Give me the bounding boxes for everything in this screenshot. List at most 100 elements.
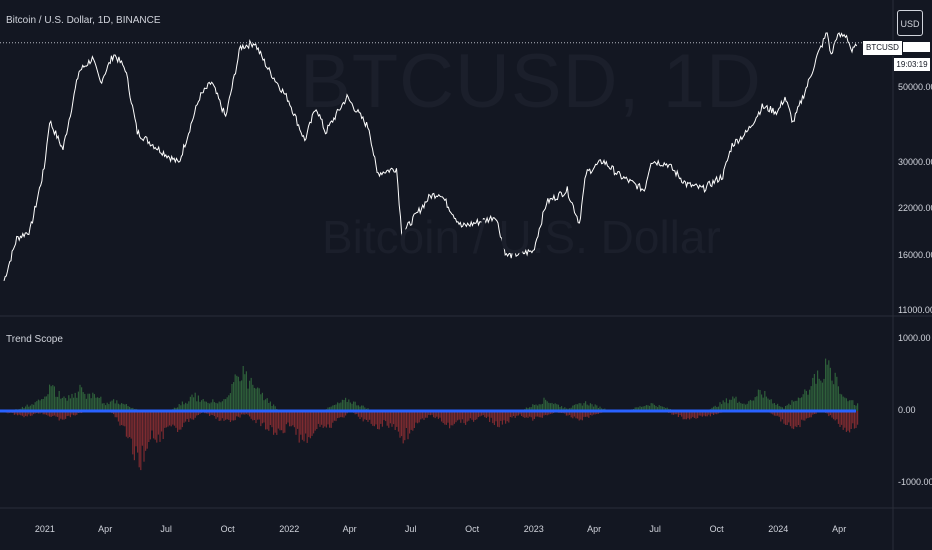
indicator-bar-negative [378, 411, 380, 430]
indicator-bar-negative [693, 411, 695, 418]
indicator-bar-positive [641, 406, 643, 411]
indicator-bar-negative [325, 411, 327, 428]
indicator-bar-negative [233, 411, 235, 421]
indicator-bar-negative [21, 411, 23, 416]
indicator-bar-negative [685, 411, 687, 420]
indicator-bar-negative [178, 411, 180, 430]
indicator-bar-positive [338, 403, 340, 411]
indicator-bar-positive [799, 398, 801, 411]
indicator-bar-negative [13, 411, 15, 415]
indicator-bar-negative [796, 411, 798, 428]
indicator-tick-label: 0.00 [898, 405, 916, 415]
indicator-bar-negative [154, 411, 156, 440]
indicator-bar-negative [377, 411, 379, 429]
indicator-bar-positive [127, 406, 129, 411]
indicator-bar-positive [578, 403, 580, 411]
indicator-bar-positive [124, 404, 126, 411]
indicator-bar-positive [269, 401, 271, 411]
indicator-bar-positive [637, 407, 639, 411]
indicator-bar-negative [505, 411, 507, 424]
indicator-bar-positive [735, 396, 737, 411]
indicator-bar-positive [647, 405, 649, 411]
indicator-bar-negative [162, 411, 164, 439]
indicator-bar-negative [513, 411, 515, 416]
indicator-bar-negative [306, 411, 308, 443]
indicator-bar-negative [676, 411, 678, 415]
indicator-bar-negative [319, 411, 321, 427]
indicator-bar-positive [746, 403, 748, 411]
indicator-bar-negative [388, 411, 390, 428]
indicator-bar-positive [785, 406, 787, 411]
indicator-bar-negative [194, 411, 196, 418]
indicator-bar-positive [636, 407, 638, 411]
indicator-bar-positive [817, 370, 819, 411]
indicator-bar-negative [127, 411, 129, 439]
indicator-bar-positive [101, 403, 103, 411]
indicator-bar-negative [269, 411, 271, 425]
indicator-bar-positive [223, 399, 225, 411]
indicator-bar-positive [69, 398, 71, 411]
indicator-bar-positive [545, 399, 547, 411]
indicator-bar-negative [65, 411, 67, 419]
indicator-bar-negative [772, 411, 774, 415]
indicator-bar-negative [47, 411, 49, 416]
indicator-bar-positive [849, 400, 851, 411]
indicator-bar-negative [834, 411, 836, 421]
indicator-bar-negative [786, 411, 788, 425]
indicator-bar-negative [465, 411, 467, 425]
indicator-bar-negative [316, 411, 318, 429]
indicator-bar-positive [332, 405, 334, 411]
indicator-bar-negative [522, 411, 524, 418]
indicator-bar-positive [589, 403, 591, 411]
indicator-bar-positive [341, 399, 343, 411]
indicator-bar-negative [329, 411, 331, 428]
indicator-bar-negative [437, 411, 439, 419]
indicator-bar-positive [242, 366, 244, 411]
time-tick-label: Apr [98, 524, 113, 534]
indicator-bar-negative [313, 411, 315, 434]
indicator-bar-positive [594, 404, 596, 411]
indicator-bar-negative [580, 411, 582, 420]
indicator-bar-negative [498, 411, 500, 428]
indicator-bar-positive [217, 403, 219, 411]
indicator-bar-positive [84, 393, 86, 411]
indicator-bar-negative [361, 411, 363, 418]
indicator-bar-positive [204, 401, 206, 411]
indicator-bar-negative [484, 411, 486, 418]
indicator-bar-positive [340, 402, 342, 411]
indicator-bar-positive [711, 407, 713, 411]
indicator-bar-negative [396, 411, 398, 427]
indicator-bar-negative [463, 411, 465, 424]
symbol-watermark: BTCUSD, 1D [300, 39, 762, 124]
price-tick-label: 30000.00 [898, 157, 932, 168]
indicator-bar-negative [175, 411, 177, 428]
indicator-bar-negative [289, 411, 291, 427]
indicator-bar-negative [527, 411, 529, 418]
indicator-bar-negative [149, 411, 151, 440]
indicator-bar-negative [841, 411, 843, 425]
indicator-bar-negative [849, 411, 851, 433]
indicator-bar-positive [850, 400, 852, 411]
indicator-bar-positive [761, 394, 763, 411]
indicator-bar-negative [684, 411, 686, 420]
indicator-bar-negative [575, 411, 577, 419]
indicator-bar-negative [487, 411, 489, 417]
indicator-bar-negative [548, 411, 550, 415]
indicator-bar-negative [412, 411, 414, 431]
indicator-bar-positive [780, 406, 782, 411]
chart-title[interactable]: Bitcoin / U.S. Dollar, 1D, BINANCE [6, 15, 161, 26]
indicator-bar-positive [364, 407, 366, 411]
indicator-title[interactable]: Trend Scope [6, 334, 63, 345]
indicator-bar-negative [274, 411, 276, 433]
currency-button[interactable]: USD [897, 10, 923, 36]
indicator-bar-positive [244, 374, 246, 411]
indicator-bar-negative [530, 411, 532, 418]
indicator-bar-positive [855, 405, 857, 411]
indicator-bar-positive [260, 394, 262, 411]
indicator-bar-negative [71, 411, 73, 415]
indicator-bar-positive [361, 405, 363, 411]
indicator-bar-negative [812, 411, 814, 415]
indicator-bar-positive [532, 404, 534, 411]
